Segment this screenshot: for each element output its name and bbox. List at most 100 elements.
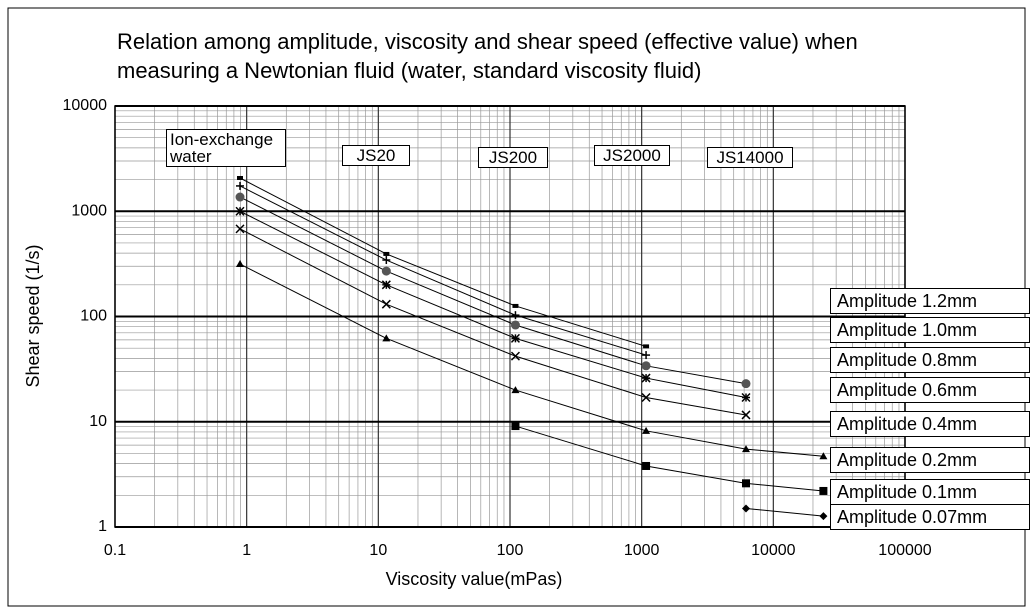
marker-shape [819, 486, 828, 495]
x-tick-label: 1 [242, 542, 251, 559]
marker-shape [382, 334, 391, 342]
marker [510, 333, 520, 343]
series-line [239, 210, 747, 398]
marker-shape [511, 386, 520, 394]
marker [741, 410, 751, 420]
marker-shape [741, 504, 750, 513]
marker [236, 260, 245, 268]
marker-stroke [641, 373, 651, 383]
x-tick-label: 100000 [878, 542, 931, 559]
marker [235, 224, 245, 234]
marker-stroke [510, 333, 520, 343]
legend-entry: Amplitude 0.1mm [830, 479, 1030, 505]
marker [819, 486, 828, 495]
series-line [239, 177, 647, 347]
legend-entry: Amplitude 1.0mm [830, 317, 1030, 343]
marker [641, 392, 651, 403]
legend-entry: Amplitude 0.07mm [830, 504, 1030, 530]
marker [381, 299, 391, 309]
legend-entry: Amplitude 0.4mm [830, 411, 1030, 437]
marker [381, 266, 391, 276]
marker-stroke [235, 206, 245, 216]
marker-shape [510, 320, 520, 330]
marker [741, 445, 750, 453]
marker [235, 206, 245, 216]
x-tick-label: 1000 [624, 542, 660, 559]
marker [641, 361, 651, 371]
x-tick-label: 10 [369, 542, 387, 559]
marker-shape [643, 344, 650, 349]
marker [510, 320, 520, 330]
series-line [239, 263, 824, 457]
marker [642, 351, 651, 360]
y-tick-label: 10 [89, 413, 107, 430]
marker-stroke [641, 392, 651, 403]
legend-entry: Amplitude 0.8mm [830, 347, 1030, 373]
marker [741, 504, 750, 513]
series-line [239, 196, 747, 385]
marker [382, 334, 391, 342]
marker-stroke [235, 224, 245, 234]
annotation: JS200 [478, 147, 548, 168]
series-line [239, 185, 647, 356]
marker [741, 379, 751, 389]
marker-shape [641, 361, 651, 371]
series-line [239, 228, 747, 416]
y-tick-label: 10000 [63, 97, 108, 114]
marker [235, 192, 245, 202]
legend-entry: Amplitude 1.2mm [830, 288, 1030, 314]
marker [511, 422, 520, 431]
marker-stroke [741, 392, 751, 403]
marker-shape [511, 422, 520, 431]
marker-shape [642, 461, 651, 470]
y-axis-label: Shear speed (1/s) [23, 244, 43, 387]
annotation: JS2000 [594, 145, 670, 166]
legend-entry: Amplitude 0.6mm [830, 377, 1030, 403]
marker [237, 175, 244, 180]
marker-stroke [741, 410, 751, 420]
marker [236, 181, 245, 190]
annotation: JS20 [342, 145, 410, 166]
x-tick-label: 0.1 [104, 542, 126, 559]
series-line [515, 425, 824, 492]
marker-stroke [510, 351, 520, 361]
marker-shape [235, 192, 245, 202]
marker [381, 280, 391, 290]
marker [741, 392, 751, 403]
marker [382, 256, 391, 265]
marker-shape [236, 260, 245, 268]
marker [741, 479, 750, 488]
x-tick-label: 100 [497, 542, 524, 559]
marker [510, 351, 520, 361]
marker-shape [819, 512, 828, 521]
marker-shape [741, 445, 750, 453]
x-tick-label: 10000 [751, 542, 796, 559]
y-tick-label: 1000 [71, 202, 107, 219]
marker [641, 373, 651, 383]
annotation: JS14000 [707, 147, 793, 168]
marker-shape [512, 303, 519, 308]
plot-border [114, 105, 906, 528]
marker-shape [381, 266, 391, 276]
annotation: Ion-exchange water [166, 129, 286, 167]
marker-shape [741, 379, 751, 389]
marker [642, 461, 651, 470]
marker-shape [642, 426, 651, 434]
marker [512, 303, 519, 308]
marker-shape [741, 479, 750, 488]
marker [643, 344, 650, 349]
marker-stroke [381, 299, 391, 309]
chart-title: Relation among amplitude, viscosity and … [117, 29, 858, 83]
marker [511, 386, 520, 394]
marker-stroke [381, 280, 391, 290]
legend-entry: Amplitude 0.2mm [830, 447, 1030, 473]
marker [819, 512, 828, 521]
marker [819, 452, 828, 460]
series-line [745, 507, 824, 517]
marker [642, 426, 651, 434]
marker [511, 311, 520, 320]
marker-shape [819, 452, 828, 460]
y-tick-label: 1 [98, 518, 107, 535]
